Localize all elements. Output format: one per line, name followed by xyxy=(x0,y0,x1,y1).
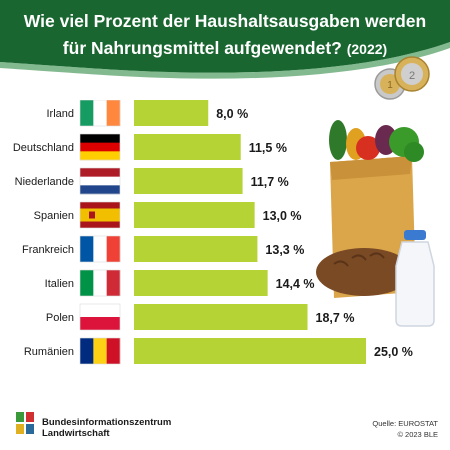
bar-row: Frankreich 13,3 % xyxy=(22,235,304,263)
data-bar xyxy=(134,168,243,194)
data-bar xyxy=(134,338,366,364)
bread-icon xyxy=(316,248,412,296)
header-background xyxy=(0,0,450,79)
euro-coin-2-icon: 2 xyxy=(394,56,430,92)
country-label: Deutschland xyxy=(13,142,74,154)
organization-name-line-2: Landwirtschaft xyxy=(42,428,110,439)
country-label: Spanien xyxy=(34,210,74,222)
bar-chart: Irland 8,0 % Deutschland 11,5 % Niederlande 1… xyxy=(13,100,413,365)
country-label: Frankreich xyxy=(22,244,74,256)
data-bar xyxy=(134,270,268,296)
value-label: 11,5 % xyxy=(249,141,287,155)
country-label: Polen xyxy=(46,312,74,324)
organization-name-line-1: Bundesinformationszentrum xyxy=(42,417,172,428)
svg-text:1: 1 xyxy=(387,80,393,91)
poland-flag-icon xyxy=(79,303,121,331)
value-label: 18,7 % xyxy=(316,311,355,325)
bar-row: Niederlande 11,7 % xyxy=(15,167,289,195)
germany-flag-icon xyxy=(79,133,121,161)
chart-title-line-2: für Nahrungsmittel aufgewendet? (2022) xyxy=(0,38,450,59)
bar-row: Rumänien 25,0 % xyxy=(24,337,413,365)
header-banner: Wie viel Prozent der Haushaltsausgaben w… xyxy=(0,0,450,79)
bar-row: Polen 18,7 % xyxy=(46,303,355,331)
milk-bottle-icon xyxy=(395,230,435,327)
value-label: 13,0 % xyxy=(263,209,302,223)
data-bar xyxy=(134,236,258,262)
vegetables-icon xyxy=(329,120,424,162)
data-bar xyxy=(134,134,241,160)
country-label: Niederlande xyxy=(15,176,74,188)
chart-title-year: (2022) xyxy=(346,41,388,57)
netherlands-flag-icon xyxy=(79,167,121,195)
bar-row: Irland 8,0 % xyxy=(46,100,248,127)
romania-flag-icon xyxy=(79,337,121,365)
country-label: Rumänien xyxy=(24,346,74,358)
france-flag-icon xyxy=(79,235,121,263)
chart-title-line-1: Wie viel Prozent der Haushaltsausgaben w… xyxy=(23,11,427,31)
source-label: Quelle: EUROSTAT xyxy=(372,419,438,428)
country-label: Italien xyxy=(45,278,74,290)
spain-flag-icon xyxy=(79,201,121,229)
chart-title-question: für Nahrungsmittel aufgewendet? xyxy=(62,38,342,58)
data-bar xyxy=(134,100,209,126)
value-label: 13,3 % xyxy=(265,243,304,257)
italy-flag-icon xyxy=(79,269,121,297)
data-bar xyxy=(134,304,308,330)
ireland-flag-icon xyxy=(79,100,121,127)
data-bar xyxy=(134,202,255,228)
ble-logo-icon xyxy=(14,410,36,436)
country-label: Irland xyxy=(46,108,74,120)
groceries-illustration: 1 2 xyxy=(316,56,435,327)
value-label: 11,7 % xyxy=(251,175,289,189)
bar-row: Spanien 13,0 % xyxy=(34,201,302,229)
copyright-label: © 2023 BLE xyxy=(397,430,438,439)
svg-text:2: 2 xyxy=(409,70,415,82)
bar-row: Deutschland 11,5 % xyxy=(13,133,287,161)
value-label: 8,0 % xyxy=(216,107,248,121)
value-label: 25,0 % xyxy=(374,345,413,359)
value-label: 14,4 % xyxy=(276,277,315,291)
bar-row: Italien 14,4 % xyxy=(45,269,315,297)
